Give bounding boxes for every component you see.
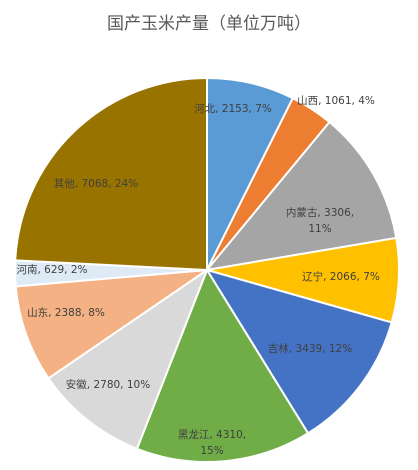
pie-slice-3 (204, 120, 398, 272)
data-label-9: 河南, 629, 2% (16, 263, 87, 276)
data-label-10: 其他, 7068, 24% (54, 177, 138, 190)
pie-slice-10 (14, 76, 208, 272)
pie-slice-8 (14, 268, 211, 380)
chart-title: 国产玉米产量（单位万吨） (107, 14, 311, 34)
data-label-6: 黑龙江, 4310, 15% (178, 428, 246, 457)
pie-slice-7 (47, 267, 210, 451)
data-label-1: 河北, 2153, 7% (194, 103, 272, 115)
data-label-7: 安徽, 2780, 10% (66, 378, 150, 391)
data-label-4: 辽宁, 2066, 7% (302, 270, 380, 283)
pie-slice-5 (204, 268, 393, 435)
data-label-5: 吉林, 3439, 12% (268, 342, 352, 355)
data-label-8: 山东, 2388, 8% (27, 306, 105, 319)
pie-slice-6 (135, 267, 310, 463)
data-label-2: 山西, 1061, 4% (297, 95, 375, 107)
data-label-3: 内蒙古, 3306, 11% (286, 206, 354, 235)
